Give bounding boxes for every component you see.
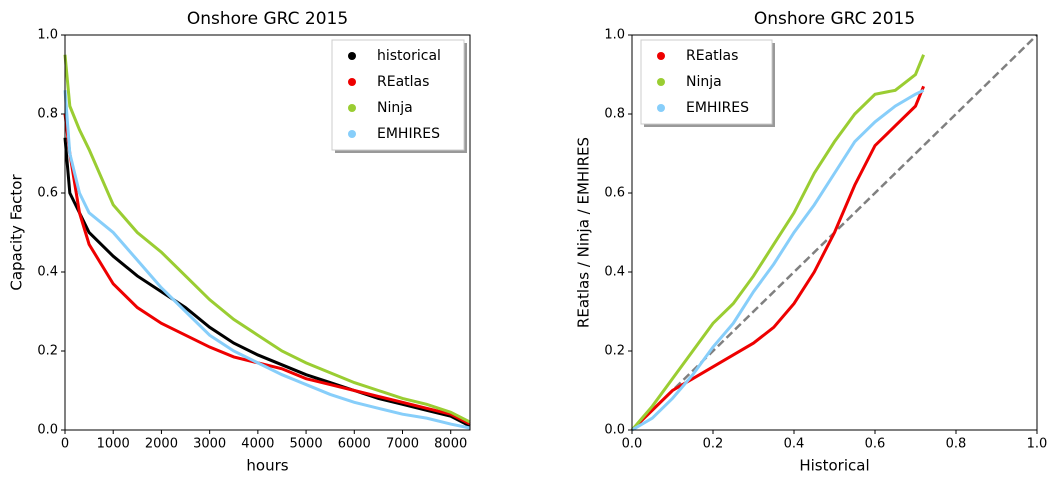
plot-frame (631, 34, 1038, 431)
x-axis-label: hours (246, 457, 288, 475)
legend-label: Ninja (377, 100, 413, 116)
x-axis-label: Historical (799, 457, 869, 475)
y-tick-label: 1.0 (604, 28, 625, 43)
chart-title: Onshore GRC 2015 (187, 9, 348, 29)
legend-label: EMHIRES (377, 126, 440, 142)
series-line (63, 113, 471, 426)
legend-marker (657, 104, 665, 112)
series-line (631, 88, 925, 432)
legend-marker (348, 104, 356, 112)
series-line (630, 54, 925, 431)
x-tick-label: 8000 (434, 437, 467, 452)
y-tick-label: 0.0 (37, 423, 58, 438)
y-tick-label: 0.6 (604, 186, 625, 201)
legend-label: EMHIRES (686, 100, 749, 116)
legend-marker (657, 52, 665, 60)
plot-frame (64, 34, 471, 431)
legend-marker (348, 52, 356, 60)
y-tick-label: 0.8 (604, 107, 625, 122)
x-tick-label: 4000 (241, 437, 274, 452)
legend-marker (657, 78, 665, 86)
series-line (63, 90, 471, 430)
x-tick-label: 1.0 (1027, 437, 1048, 452)
x-tick-label: 5000 (290, 437, 323, 452)
y-axis-label: REatlas / Ninja / EMHIRES (575, 137, 593, 328)
x-tick-label: 0.6 (865, 437, 886, 452)
x-tick-label: 0.4 (784, 437, 805, 452)
y-tick-label: 0.6 (37, 186, 58, 201)
legend-marker (348, 130, 356, 138)
x-tick-label: 2000 (145, 437, 178, 452)
chart-title: Onshore GRC 2015 (754, 9, 915, 29)
legend-label: REatlas (686, 48, 738, 64)
series-line (63, 54, 471, 424)
x-tick-label: 1000 (97, 437, 130, 452)
series-line (63, 137, 471, 428)
legend: REatlas Ninja EMHIRES (640, 39, 775, 127)
x-tick-label: 7000 (386, 437, 419, 452)
x-tick-label: 6000 (338, 437, 371, 452)
legend-label: REatlas (377, 74, 429, 90)
legend-label: historical (377, 48, 441, 64)
y-axis-label: Capacity Factor (8, 174, 26, 291)
y-tick-label: 1.0 (37, 28, 58, 43)
y-tick-label: 0.2 (37, 344, 58, 359)
y-tick-label: 0.2 (604, 344, 625, 359)
legend-marker (348, 78, 356, 86)
y-tick-label: 0.4 (604, 265, 625, 280)
y-tick-label: 0.4 (37, 265, 58, 280)
x-tick-label: 0.2 (703, 437, 724, 452)
x-tick-label: 0 (61, 437, 69, 452)
legend: historical REatlas Ninja EMHIRES (331, 39, 467, 153)
y-tick-label: 0.0 (604, 423, 625, 438)
x-tick-label: 0.0 (622, 437, 643, 452)
x-tick-label: 0.8 (946, 437, 967, 452)
y-tick-label: 0.8 (37, 107, 58, 122)
legend-label: Ninja (686, 74, 722, 90)
x-tick-label: 3000 (193, 437, 226, 452)
